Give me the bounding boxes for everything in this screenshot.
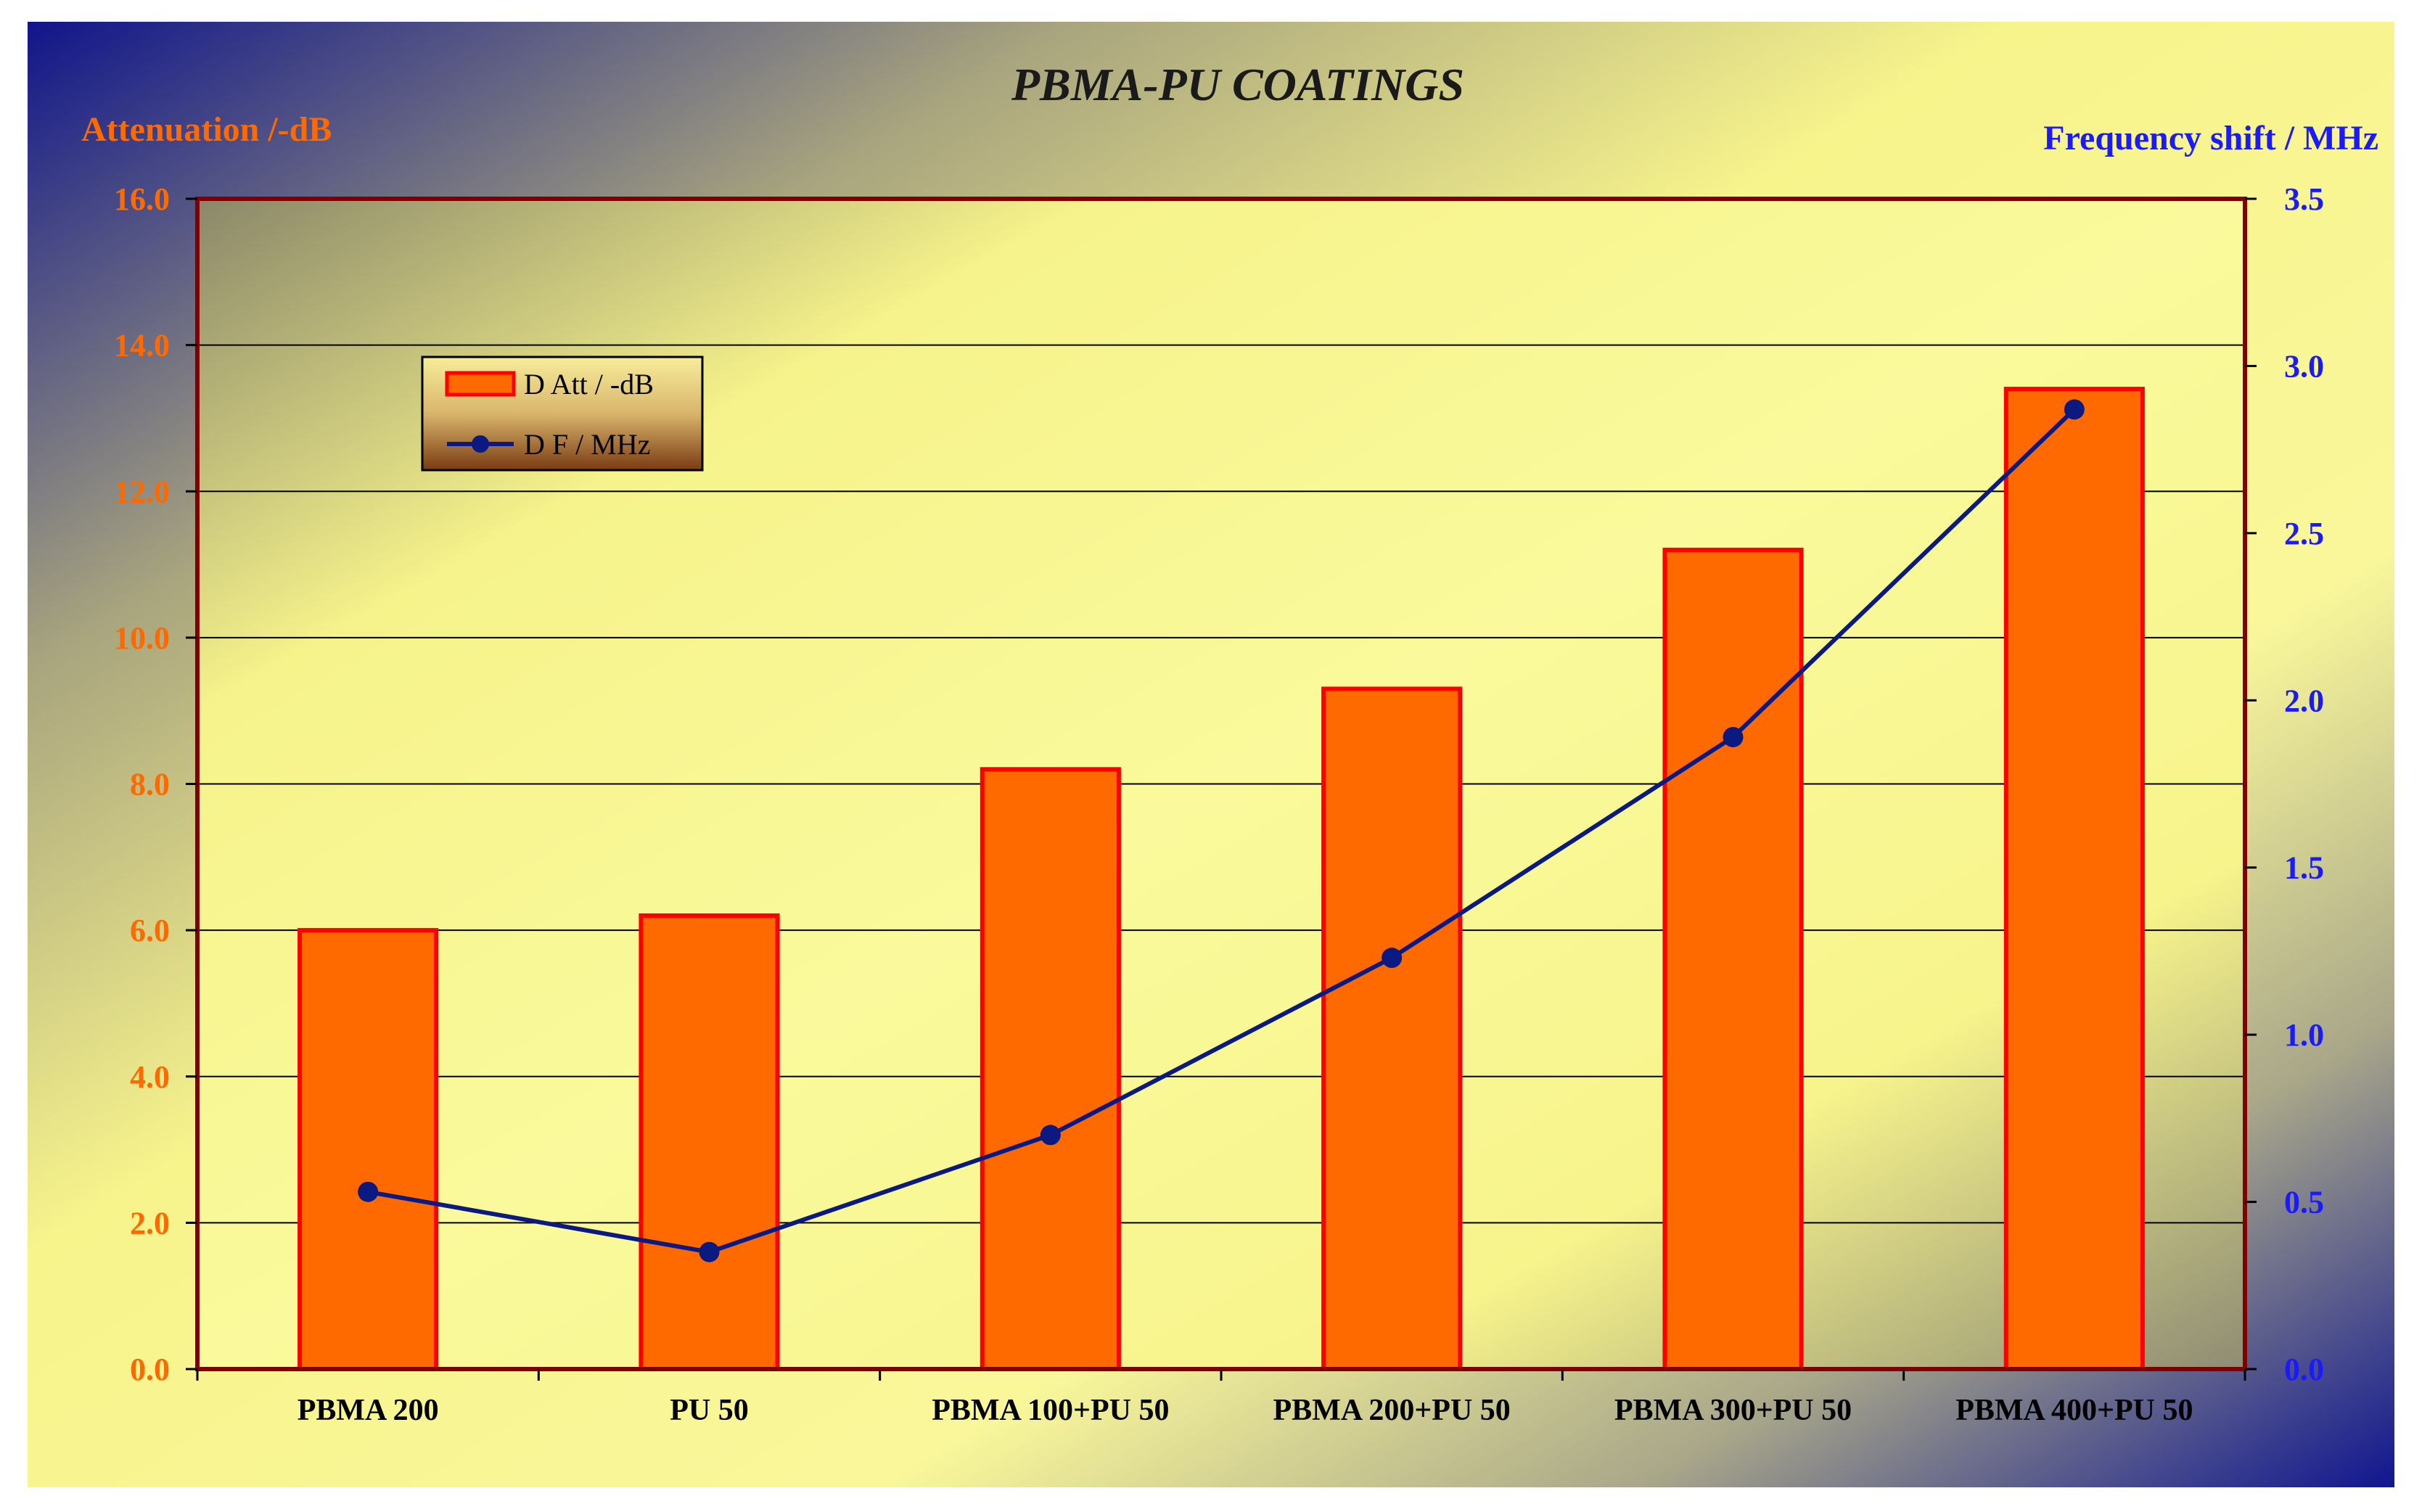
frequency-point xyxy=(2064,399,2085,420)
frequency-line-path xyxy=(367,408,2076,1254)
left-tick-label: 0.0 xyxy=(130,1352,170,1387)
bar xyxy=(980,767,1121,1371)
right-tick-label: 3.5 xyxy=(2284,181,2324,217)
right-tick-label: 0.0 xyxy=(2284,1352,2324,1387)
bar xyxy=(1662,547,1804,1371)
left-axis-title: Attenuation /-dB xyxy=(81,110,332,149)
bar xyxy=(297,928,439,1371)
left-tick-label: 6.0 xyxy=(130,913,170,948)
legend-line-label: D F / MHz xyxy=(524,428,650,461)
left-tick-label: 8.0 xyxy=(130,767,170,802)
bar xyxy=(639,913,780,1371)
left-tick-label: 12.0 xyxy=(114,474,170,509)
frequency-point xyxy=(358,1181,379,1202)
right-tick-label: 2.0 xyxy=(2284,683,2324,718)
legend-line-marker xyxy=(472,435,489,453)
left-axis-ticks: 0.0 2.0 4.0 6.0 8.0 10.0 12.0 14.0 16.0 xyxy=(114,181,197,1387)
category-label: PBMA 200 xyxy=(297,1394,439,1427)
right-tick-label: 0.5 xyxy=(2284,1185,2324,1220)
bars xyxy=(297,387,2145,1371)
frequency-point xyxy=(1040,1125,1061,1146)
bar xyxy=(2003,387,2145,1371)
right-axis-title: Frequency shift / MHz xyxy=(2043,119,2378,157)
frequency-point xyxy=(699,1241,720,1262)
legend: D Att / -dB D F / MHz xyxy=(421,356,704,472)
frequency-line xyxy=(358,399,2085,1262)
right-axis-ticks: 0.0 0.5 1.0 1.5 2.0 2.5 3.0 3.5 xyxy=(2245,181,2324,1387)
frequency-point xyxy=(1723,726,1744,747)
legend-bar-swatch xyxy=(445,371,516,397)
category-label: PBMA 200+PU 50 xyxy=(1273,1394,1511,1427)
left-tick-label: 16.0 xyxy=(114,181,170,217)
frequency-point xyxy=(1382,948,1403,969)
right-tick-label: 1.0 xyxy=(2284,1017,2324,1053)
category-label: PU 50 xyxy=(670,1394,749,1427)
right-tick-label: 2.5 xyxy=(2284,516,2324,551)
left-tick-label: 2.0 xyxy=(130,1205,170,1241)
category-label: PBMA 400+PU 50 xyxy=(1955,1394,2193,1427)
left-tick-label: 10.0 xyxy=(114,620,170,656)
right-tick-label: 3.0 xyxy=(2284,348,2324,384)
bar xyxy=(1321,686,1463,1371)
category-label: PBMA 100+PU 50 xyxy=(932,1394,1169,1427)
left-tick-label: 14.0 xyxy=(114,328,170,363)
category-label: PBMA 300+PU 50 xyxy=(1614,1394,1852,1427)
legend-bar-label: D Att / -dB xyxy=(524,368,654,400)
chart-title: PBMA-PU COATINGS xyxy=(1011,59,1464,110)
left-tick-label: 4.0 xyxy=(130,1059,170,1095)
right-tick-label: 1.5 xyxy=(2284,850,2324,886)
category-ticks: PBMA 200 PU 50 PBMA 100+PU 50 PBMA 200+PU 5… xyxy=(196,1369,2246,1427)
